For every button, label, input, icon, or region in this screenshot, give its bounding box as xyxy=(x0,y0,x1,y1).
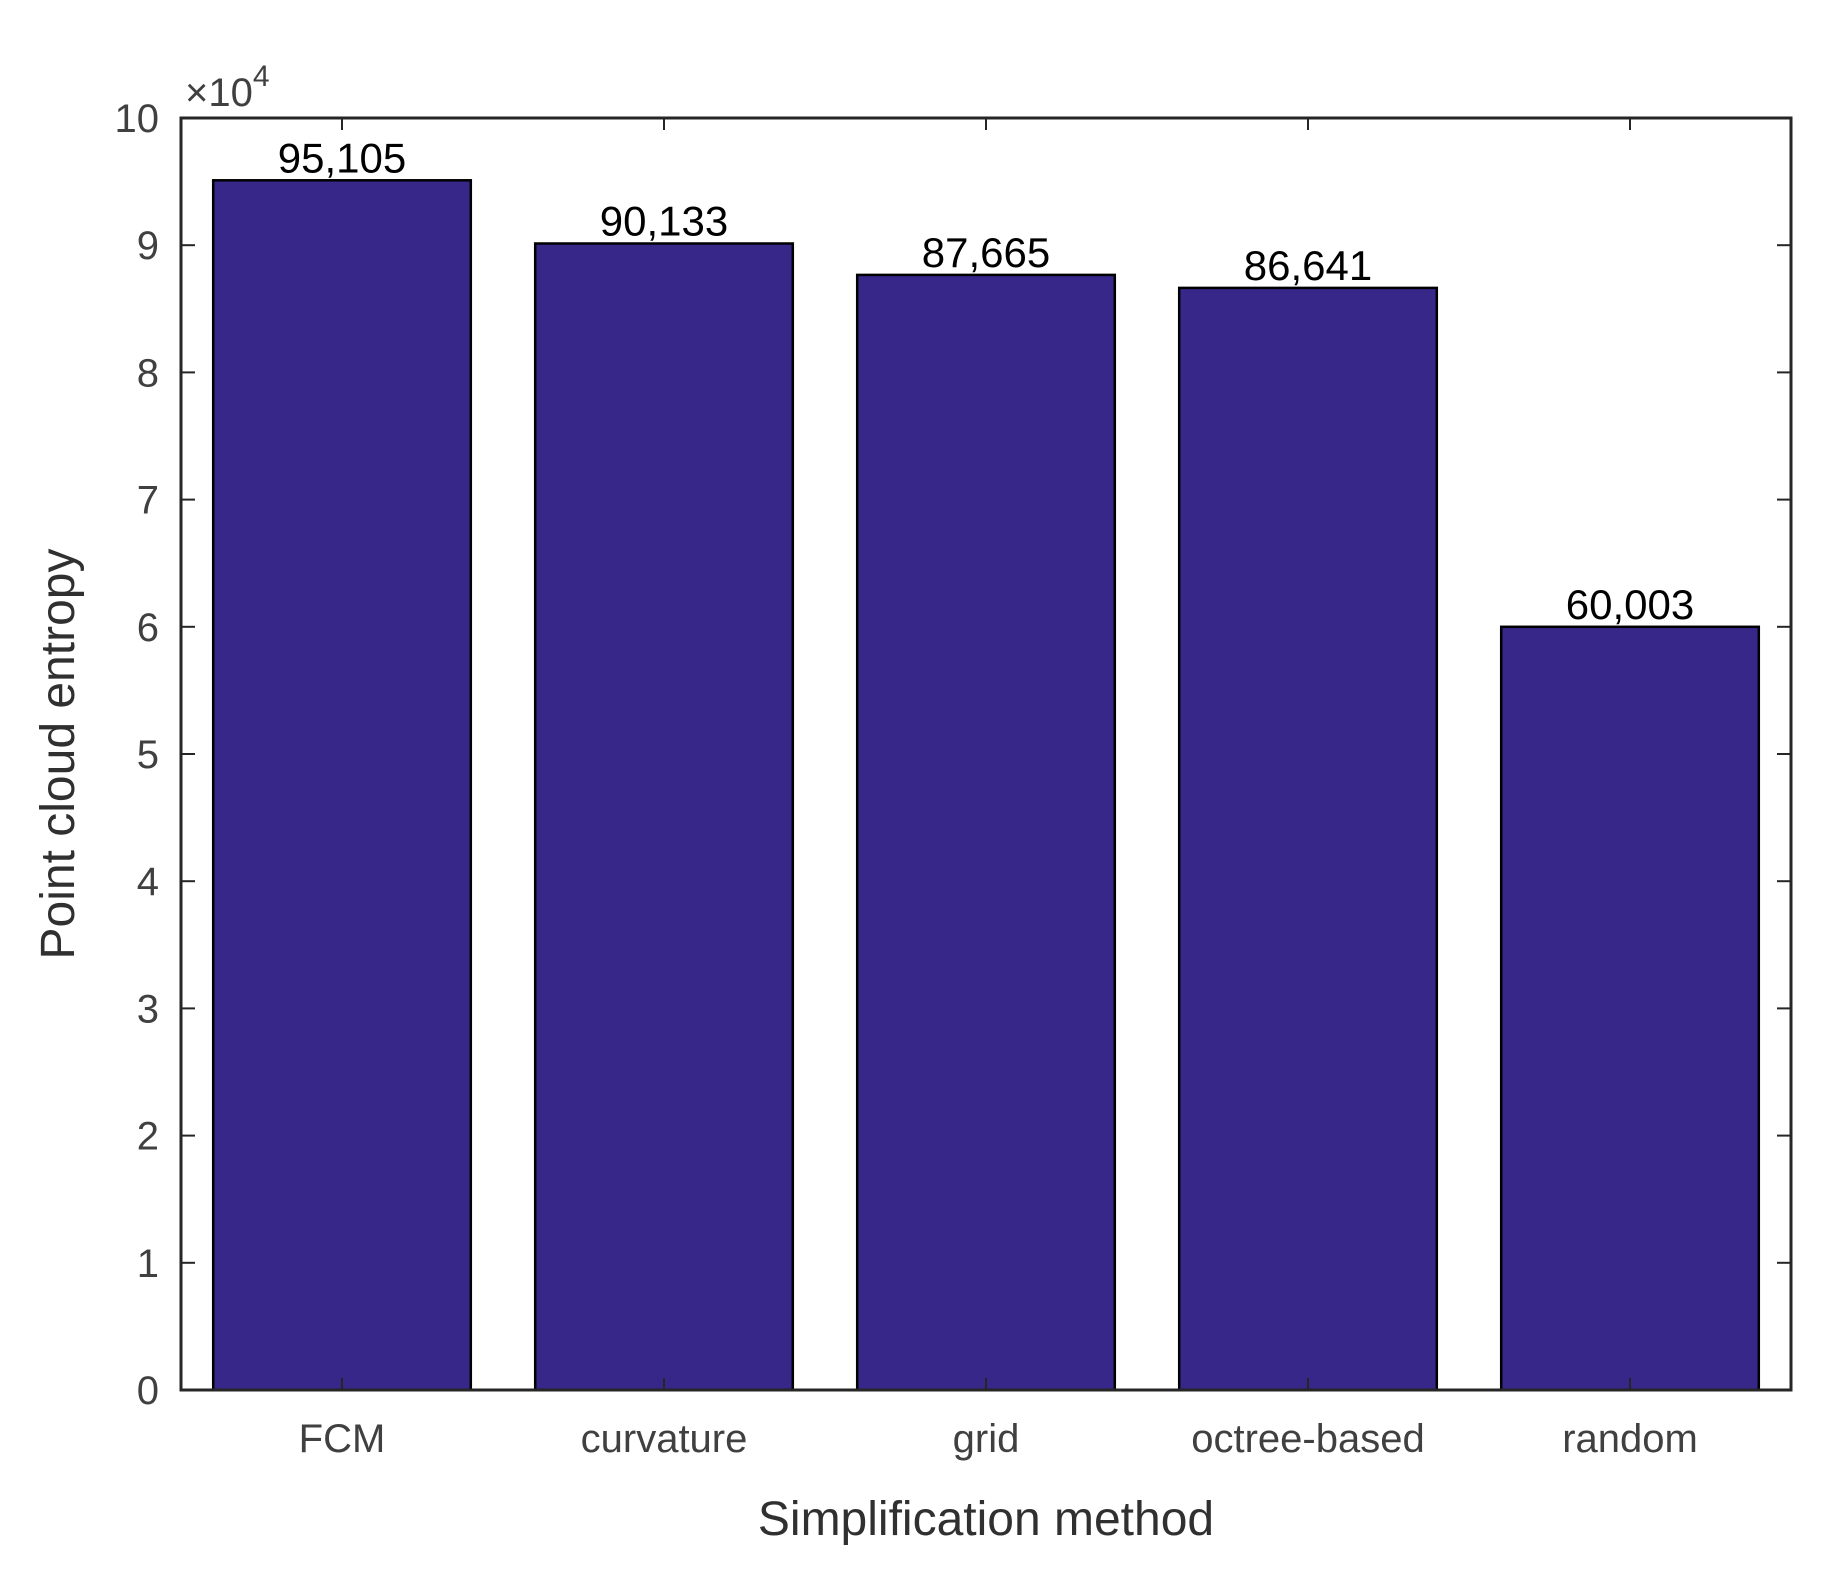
x-axis-title: Simplification method xyxy=(758,1493,1214,1546)
x-tick-label: FCM xyxy=(299,1417,386,1461)
y-tick-label: 2 xyxy=(137,1115,159,1159)
labels-layer: 95,105 FCM 90,133 curvature 87,665 grid 86,641… xyxy=(115,97,1698,1461)
y-tick-label: 5 xyxy=(137,733,159,777)
y-tick-label: 7 xyxy=(137,479,159,523)
y-tick-label: 0 xyxy=(137,1369,159,1413)
bars-layer xyxy=(211,179,1761,1392)
axes-frame xyxy=(179,116,1793,1392)
data-label: 60,003 xyxy=(1566,581,1694,628)
bar-octree-based xyxy=(1177,286,1439,1392)
y-multiplier-exponent: 4 xyxy=(253,60,270,93)
y-tick-label: 8 xyxy=(137,351,159,395)
y-tick-label: 6 xyxy=(137,606,159,650)
x-tick-label: octree-based xyxy=(1191,1417,1424,1461)
bar-fcm xyxy=(211,179,473,1392)
y-tick-label: 4 xyxy=(137,860,159,904)
x-tick-label: grid xyxy=(953,1417,1020,1461)
x-tick-label: random xyxy=(1562,1417,1698,1461)
y-tick-label: 10 xyxy=(115,97,160,141)
y-tick-label: 9 xyxy=(137,224,159,268)
bar-grid xyxy=(855,273,1117,1392)
data-label: 95,105 xyxy=(278,134,406,181)
bar-curvature xyxy=(533,242,795,1392)
y-axis-multiplier: ×104 xyxy=(185,60,270,115)
y-tick-label: 1 xyxy=(137,1242,159,1286)
data-label: 90,133 xyxy=(600,198,728,245)
data-label: 86,641 xyxy=(1244,242,1372,289)
data-label: 87,665 xyxy=(922,229,1050,276)
bar-random xyxy=(1499,625,1761,1392)
y-tick-label: 3 xyxy=(137,987,159,1031)
x-tick-label: curvature xyxy=(581,1417,748,1461)
y-multiplier-base: ×10 xyxy=(185,71,253,115)
y-axis-title: Point cloud entropy xyxy=(32,549,85,960)
